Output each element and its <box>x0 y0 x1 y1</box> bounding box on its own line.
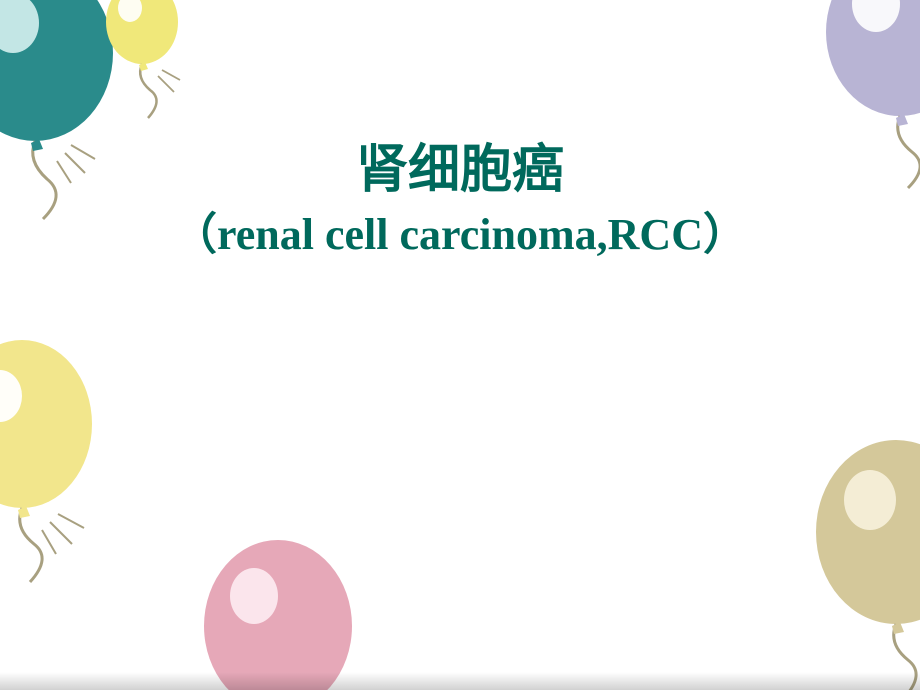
balloon-bottom-right-tan <box>810 440 920 690</box>
slide-canvas: 肾细胞癌 （renal cell carcinoma,RCC） <box>0 0 920 690</box>
paren-open: （ <box>173 210 217 259</box>
bottom-shadow <box>0 672 920 690</box>
title-english-text: renal cell carcinoma,RCC <box>217 210 703 259</box>
balloon-bottom-pink <box>200 540 380 690</box>
title-english: （renal cell carcinoma,RCC） <box>0 206 920 263</box>
title-chinese: 肾细胞癌 <box>0 140 920 202</box>
paren-close: ） <box>703 210 747 259</box>
balloon-top-left-yellow-small <box>100 0 190 130</box>
balloon-mid-left-yellow <box>0 340 120 600</box>
title-block: 肾细胞癌 （renal cell carcinoma,RCC） <box>0 140 920 264</box>
